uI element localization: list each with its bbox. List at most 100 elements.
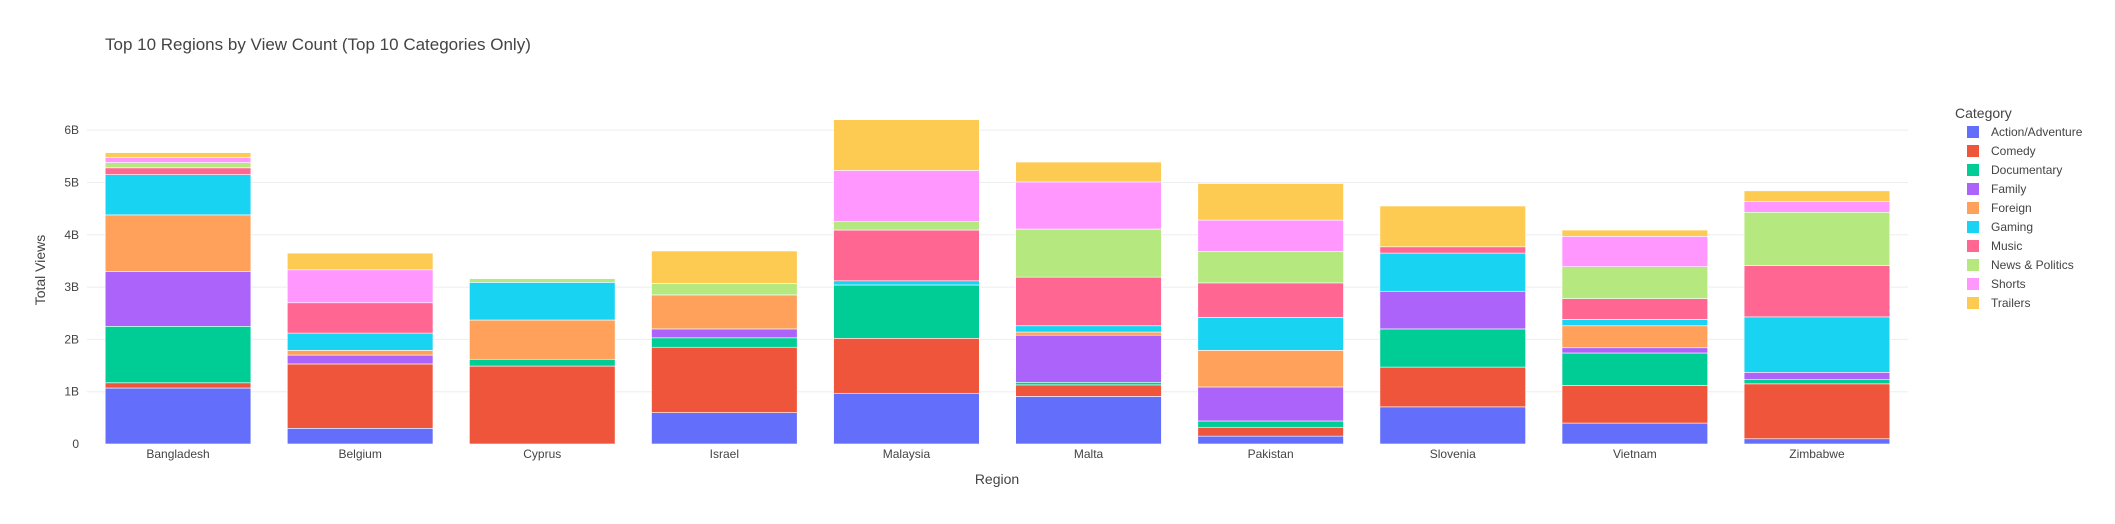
bar-segment[interactable] [833, 119, 980, 171]
bar-segment[interactable] [1561, 266, 1708, 299]
bar-segment[interactable] [651, 412, 798, 445]
bar-segment[interactable] [1197, 435, 1344, 445]
bar-segment[interactable] [1743, 379, 1891, 385]
bar-segment[interactable] [1743, 438, 1891, 445]
bar-segment[interactable] [1015, 325, 1162, 333]
bar-segment[interactable] [1743, 316, 1891, 373]
bar-segment[interactable] [287, 363, 434, 429]
bar-segment[interactable] [833, 284, 980, 339]
bar-segment[interactable] [104, 152, 252, 158]
bar-segment[interactable] [1379, 366, 1526, 408]
bar-segment[interactable] [287, 252, 434, 271]
bar-segment[interactable] [1743, 372, 1891, 380]
bar-segment[interactable] [1197, 219, 1344, 252]
bar-segment[interactable] [287, 350, 434, 356]
legend-item[interactable]: Gaming [1967, 220, 2033, 234]
bar-segment[interactable] [651, 328, 798, 339]
bar-segment[interactable] [833, 229, 980, 282]
bar-segment[interactable] [1015, 381, 1162, 386]
bar-segment[interactable] [104, 162, 252, 169]
legend-item[interactable]: News & Politics [1967, 258, 2074, 272]
bar-segment[interactable] [1197, 282, 1344, 318]
bar-segment[interactable] [1015, 384, 1162, 397]
bar-segment[interactable] [1561, 352, 1708, 386]
bar-segment[interactable] [1561, 422, 1708, 445]
bar-segment[interactable] [1379, 328, 1526, 368]
bar-segment[interactable] [1743, 200, 1891, 213]
bar-segment[interactable] [1743, 383, 1891, 440]
bar-segment[interactable] [104, 157, 252, 163]
bar-segment[interactable] [287, 428, 434, 445]
bar-segment[interactable] [1561, 325, 1708, 349]
bar-segment[interactable] [104, 326, 252, 384]
bar-segment[interactable] [469, 365, 616, 445]
bar-segment[interactable] [1379, 246, 1526, 254]
legend-item[interactable]: Trailers [1967, 296, 2031, 310]
bar-segment[interactable] [651, 283, 798, 296]
bar-segment[interactable] [1379, 290, 1526, 330]
bar-segment[interactable] [1015, 181, 1162, 230]
bar-segment[interactable] [651, 337, 798, 348]
bar-segment[interactable] [104, 167, 252, 175]
bar-segment[interactable] [1197, 350, 1344, 388]
bar-segment[interactable] [287, 269, 434, 304]
bar-segment[interactable] [651, 294, 798, 330]
bar-segment[interactable] [1015, 161, 1162, 183]
bar-segment[interactable] [1197, 183, 1344, 221]
bar-segment[interactable] [104, 271, 252, 327]
bar-segment[interactable] [1561, 347, 1708, 354]
bar-segment[interactable] [1197, 317, 1344, 351]
bar-segment[interactable] [833, 392, 980, 445]
bar-segment[interactable] [651, 250, 798, 284]
bar-segment[interactable] [1379, 205, 1526, 248]
bar-segment[interactable] [1743, 211, 1891, 266]
bar-segment[interactable] [1561, 319, 1708, 327]
bar-segment[interactable] [287, 302, 434, 334]
bar-segment[interactable] [104, 387, 252, 445]
bar-segment[interactable] [1379, 406, 1526, 445]
bar-segment[interactable] [469, 282, 616, 321]
bar-segment[interactable] [1561, 385, 1708, 424]
x-tick-label: Bangladesh [146, 447, 209, 461]
bar-segment[interactable] [1743, 190, 1891, 202]
bar-segment[interactable] [1561, 236, 1708, 267]
x-tick-label: Pakistan [1248, 447, 1294, 461]
bar-segment[interactable] [1561, 298, 1708, 320]
legend-item[interactable]: Action/Adventure [1967, 125, 2083, 139]
bar-segment[interactable] [1197, 420, 1344, 428]
bar-segment[interactable] [1015, 396, 1162, 445]
bar-segment[interactable] [833, 221, 980, 231]
bar-segment[interactable] [833, 338, 980, 394]
x-axis-title: Region [975, 471, 1019, 487]
bar-segment[interactable] [1197, 426, 1344, 437]
bar-segment[interactable] [287, 354, 434, 365]
bar-segment[interactable] [104, 214, 252, 272]
legend-item[interactable]: Shorts [1967, 277, 2026, 291]
bar-segment[interactable] [1015, 331, 1162, 336]
bar-segment[interactable] [1197, 251, 1344, 284]
bar-segment[interactable] [1015, 334, 1162, 383]
bar-segment[interactable] [1561, 229, 1708, 237]
y-tick-label: 6B [64, 123, 79, 137]
legend-item[interactable]: Comedy [1967, 144, 2036, 158]
bar-segment[interactable] [104, 174, 252, 216]
bar-segment[interactable] [469, 278, 616, 283]
bar-segment[interactable] [104, 382, 252, 389]
bar-segment[interactable] [1015, 228, 1162, 278]
legend-item[interactable]: Family [1967, 182, 2026, 196]
bar-segment[interactable] [651, 346, 798, 413]
legend-item[interactable]: Documentary [1967, 163, 2062, 177]
bar-segment[interactable] [469, 319, 616, 360]
bar-stack [651, 250, 798, 445]
bar-segment[interactable] [469, 358, 616, 367]
legend-item[interactable]: Foreign [1967, 201, 2032, 215]
legend-item[interactable]: Music [1967, 239, 2022, 253]
bar-segment[interactable] [833, 170, 980, 222]
bar-segment[interactable] [1015, 276, 1162, 327]
bar-segment[interactable] [1197, 386, 1344, 422]
legend-swatch [1967, 126, 1979, 138]
bar-segment[interactable] [1743, 265, 1891, 318]
bar-segment[interactable] [833, 280, 980, 286]
bar-segment[interactable] [1379, 252, 1526, 292]
bar-segment[interactable] [287, 332, 434, 351]
